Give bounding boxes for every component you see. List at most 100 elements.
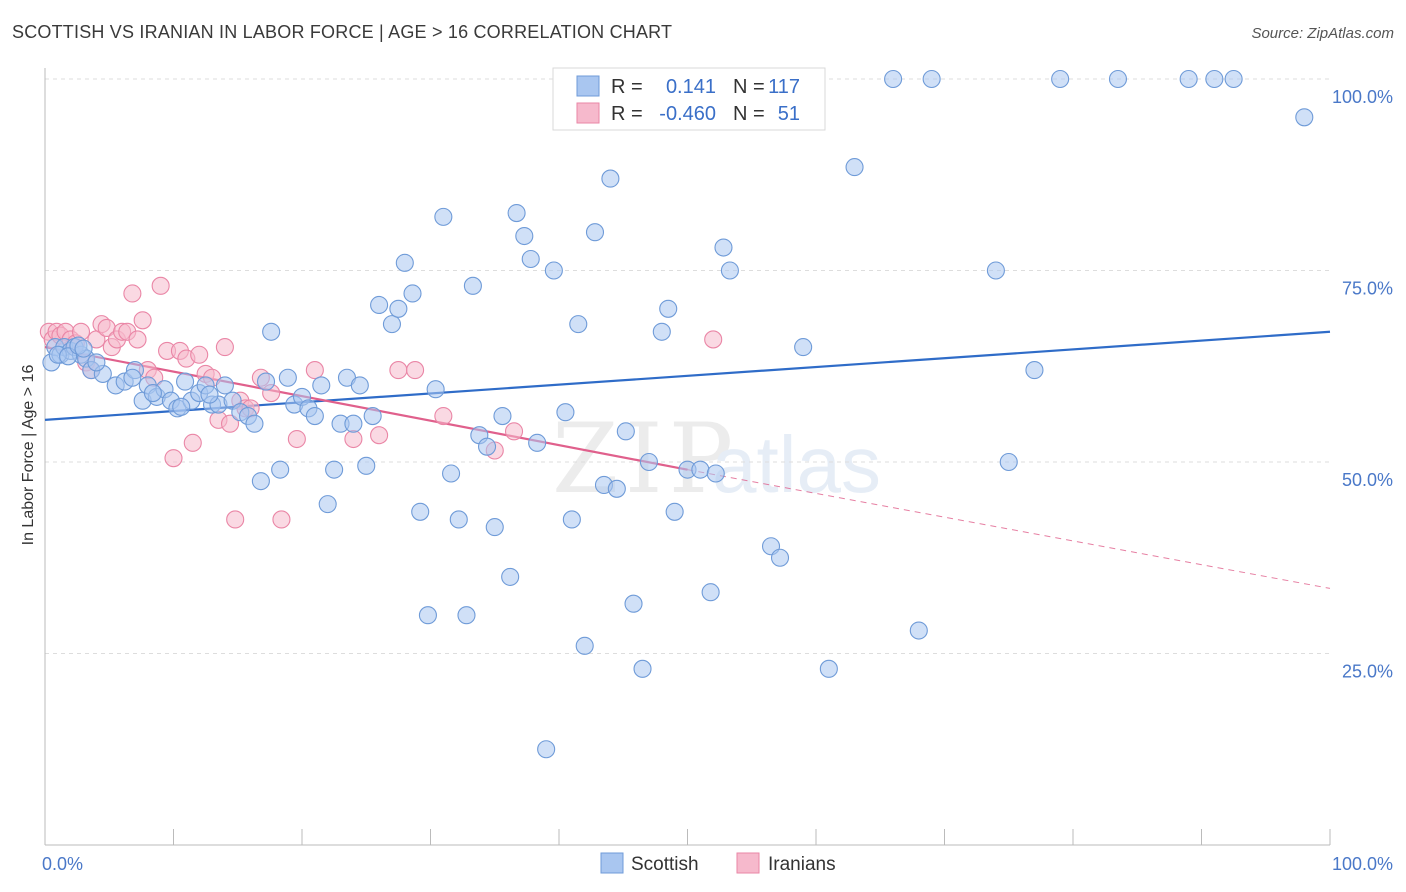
scottish-point [999, 452, 1018, 472]
scottish-point [395, 253, 414, 272]
scottish-point [418, 606, 437, 625]
y-tick-label: 75.0% [1342, 279, 1393, 299]
scottish-point [1205, 69, 1224, 89]
gridlines [45, 78, 1330, 654]
scottish-point [884, 69, 903, 89]
scottish-point [382, 315, 402, 334]
scottish-point [389, 299, 408, 318]
scottish-point [403, 284, 422, 303]
scottish-point [794, 338, 813, 357]
scottish-point [652, 322, 671, 341]
scottish-point [706, 464, 725, 483]
scottish-point [318, 495, 337, 514]
axes [44, 68, 1331, 846]
scottish-point [485, 518, 504, 537]
scottish-point [262, 322, 281, 341]
scottish-point [350, 376, 369, 395]
iranians-point [305, 361, 324, 380]
scottish-point [633, 659, 652, 678]
legend-n-value-scottish: 117 [768, 76, 800, 98]
scottish-point [819, 659, 838, 678]
iranians-point [190, 345, 209, 364]
scottish-point [411, 502, 430, 521]
scottish-point [659, 299, 678, 318]
scottish-point [585, 223, 605, 242]
scottish-point [1224, 69, 1243, 89]
scottish-point [1179, 69, 1198, 89]
iranians-point [128, 330, 147, 349]
scottish-point [1295, 108, 1314, 127]
legend-r-value-iranians: -0.460 [659, 103, 716, 125]
scottish-point [1051, 69, 1070, 89]
scottish-point [74, 339, 93, 358]
iranians-point [272, 510, 291, 529]
scottish-point [720, 261, 739, 280]
scottish-point [521, 249, 540, 269]
scottish-point [986, 261, 1005, 280]
scottish-point [123, 368, 142, 387]
iranians-point [344, 429, 363, 449]
scottish-point [556, 403, 575, 422]
scottish-point [449, 510, 468, 529]
scottish-point [442, 464, 461, 483]
chart-title: SCOTTISH VS IRANIAN IN LABOR FORCE | AGE… [12, 22, 673, 42]
scottish-point [528, 433, 547, 452]
iranians-point [215, 338, 234, 357]
scottish-point [562, 510, 581, 529]
scottish-point [200, 385, 219, 404]
scottish-point [457, 606, 476, 625]
watermark: ZIP atlas [552, 403, 881, 515]
scottish-point [515, 226, 534, 246]
legend-swatch-iranians [576, 102, 600, 124]
scottish-point [493, 406, 512, 426]
scottish-point [922, 69, 941, 89]
scottish-point [215, 376, 234, 395]
tick-labels: 25.0% 50.0% 75.0% 100.0% 0.0% 100.0% [42, 87, 1393, 874]
scottish-point [569, 315, 588, 334]
iranians-point [133, 311, 152, 330]
scottish-point [325, 460, 344, 479]
y-tick-label: 100.0% [1332, 87, 1393, 107]
scottish-point [770, 548, 790, 567]
scottish-point [176, 372, 195, 391]
scottish-point [1025, 361, 1044, 380]
iranians-point [220, 414, 240, 433]
scottish-point [665, 502, 684, 521]
scottish-point [477, 437, 497, 456]
scottish-point [1108, 69, 1128, 89]
iranians-point [164, 449, 183, 468]
scottish-point [714, 238, 733, 257]
y-axis-label: In Labor Force | Age > 16 [20, 365, 37, 546]
scottish-point [544, 261, 563, 280]
iranians-point [370, 426, 389, 445]
legend-n-label-iranians: N = [733, 103, 765, 125]
iranians-point [123, 284, 142, 303]
y-tick-label: 50.0% [1342, 470, 1393, 490]
scottish-point [305, 406, 324, 426]
iranians-point [151, 276, 170, 295]
scottish-point [363, 406, 382, 426]
iranians-point [183, 433, 202, 452]
scottish-point [701, 583, 720, 602]
iranians-point [704, 330, 723, 349]
legend-bottom-swatch-iranians [736, 852, 760, 874]
legend-bottom: Scottish Iranians [600, 852, 836, 875]
legend-swatch-scottish [576, 75, 600, 97]
legend-n-label-scottish: N = [733, 76, 765, 98]
scottish-point [575, 636, 594, 655]
scottish-point [87, 353, 106, 372]
legend-r-label-iranians: R = [611, 103, 643, 125]
scottish-point [607, 479, 626, 498]
iranians-point [504, 422, 524, 441]
scottish-point [434, 207, 453, 226]
legend-bottom-label-scottish: Scottish [631, 854, 699, 875]
scottish-point [256, 372, 276, 391]
scottish-point [357, 456, 376, 475]
scottish-trend-line [44, 330, 1331, 421]
scottish-point [501, 567, 520, 586]
scottish-point [624, 594, 643, 613]
legend-r-label-scottish: R = [611, 76, 643, 98]
x-tick-label: 0.0% [42, 854, 83, 874]
scottish-point [344, 414, 363, 433]
